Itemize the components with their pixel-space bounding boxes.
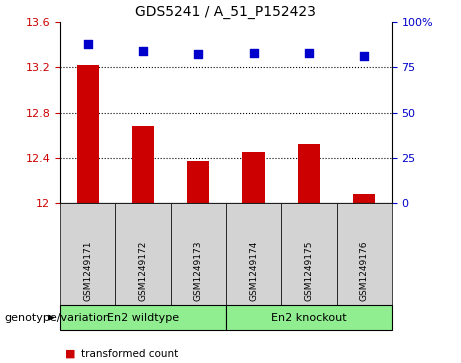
- Bar: [242, 152, 265, 203]
- Text: ■: ■: [65, 349, 75, 359]
- Point: [361, 53, 368, 59]
- Point: [195, 52, 202, 57]
- Bar: [132, 126, 154, 203]
- Point: [84, 41, 91, 46]
- Text: genotype/variation: genotype/variation: [5, 313, 111, 323]
- Title: GDS5241 / A_51_P152423: GDS5241 / A_51_P152423: [136, 5, 316, 19]
- Text: GSM1249175: GSM1249175: [304, 241, 313, 301]
- Bar: [353, 194, 375, 203]
- Point: [139, 48, 147, 54]
- Text: En2 knockout: En2 knockout: [271, 313, 347, 323]
- Point: [305, 50, 313, 56]
- Bar: [187, 161, 209, 203]
- Text: GSM1249173: GSM1249173: [194, 241, 203, 301]
- Text: GSM1249174: GSM1249174: [249, 241, 258, 301]
- Text: GSM1249172: GSM1249172: [138, 241, 148, 301]
- Text: transformed count: transformed count: [81, 349, 178, 359]
- Text: GSM1249171: GSM1249171: [83, 241, 92, 301]
- Bar: [298, 144, 320, 203]
- Text: En2 wildtype: En2 wildtype: [107, 313, 179, 323]
- Text: GSM1249176: GSM1249176: [360, 241, 369, 301]
- Bar: [77, 65, 99, 203]
- Point: [250, 50, 257, 56]
